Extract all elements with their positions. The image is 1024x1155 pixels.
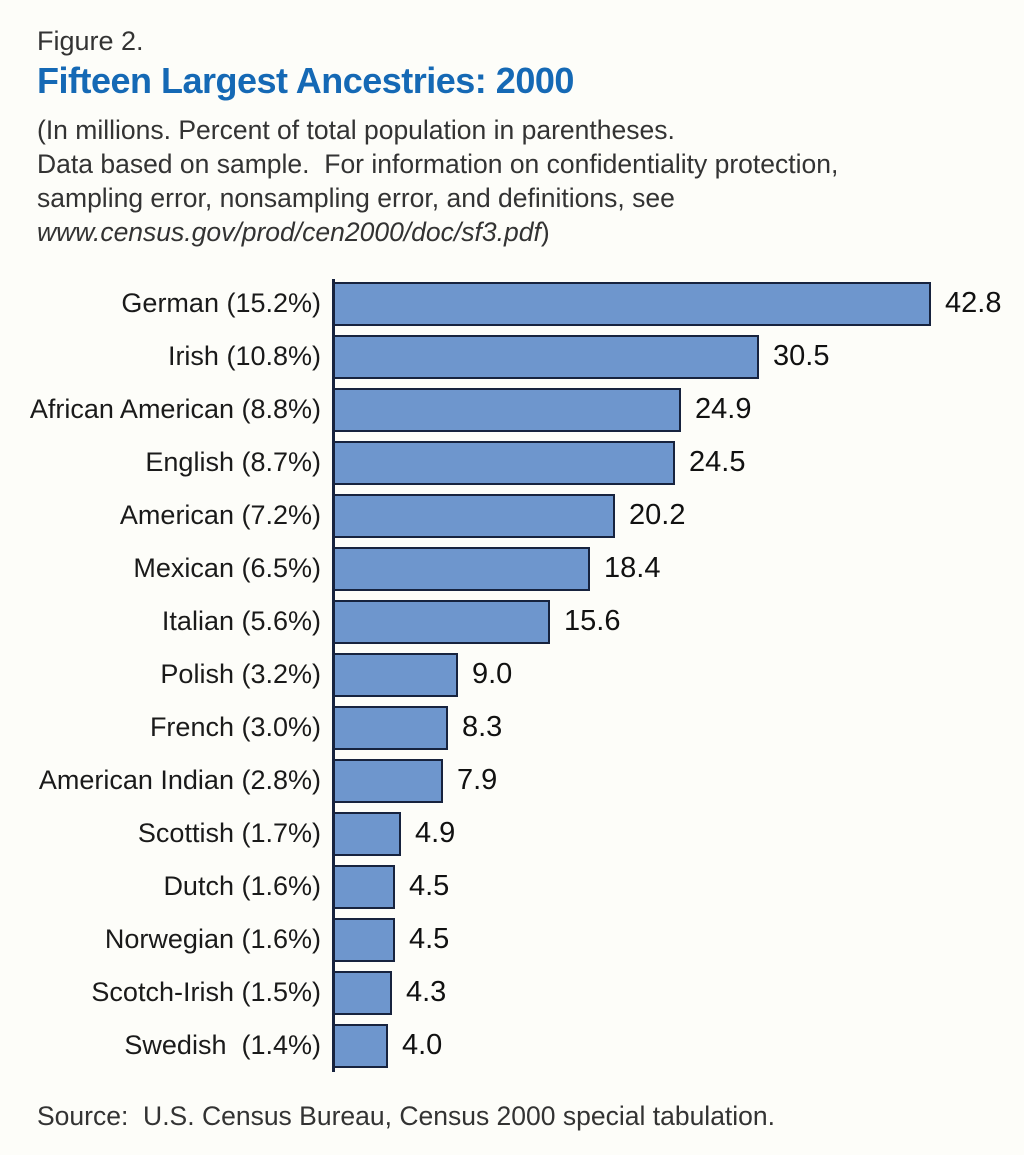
bar [332,705,448,750]
bar [332,970,392,1015]
bar-track: 4.9 [321,807,1014,860]
bar [332,811,401,856]
bar-track: 4.5 [321,913,1014,966]
bar-track: 9.0 [321,648,1014,701]
bar-track: 15.6 [321,595,1014,648]
bar [332,917,395,962]
bar-track: 30.5 [321,330,1014,383]
chart-row: Italian (5.6%) 15.6 [0,595,1014,648]
figure-number: Figure 2. [37,26,144,56]
category-label: African American (8.8%) [29,394,321,424]
bar-track: 4.3 [321,966,1014,1019]
chart-row: English (8.7%) 24.5 [0,436,1014,489]
bar [332,758,443,803]
category-label: Dutch (1.6%) [163,871,321,901]
bar [332,864,395,909]
category-label: Italian (5.6%) [161,606,321,636]
chart-row: Polish (3.2%) 9.0 [0,648,1014,701]
bar [332,387,681,432]
chart-row: German (15.2%) 42.8 [0,277,1014,330]
value-label: 4.0 [402,1029,443,1061]
value-label: 9.0 [472,658,513,690]
note-url: www.census.gov/prod/cen2000/doc/sf3.pdf [37,217,541,247]
bar-track: 8.3 [321,701,1014,754]
value-label: 4.9 [415,817,456,849]
chart-row: American (7.2%) 20.2 [0,489,1014,542]
category-label: Irish (10.8%) [167,341,321,371]
bar-track: 24.9 [321,383,1014,436]
bar-track: 4.5 [321,860,1014,913]
chart-row: Swedish (1.4%) 4.0 [0,1019,1014,1072]
bar-chart: German (15.2%) 42.8 Irish (10.8%) 30.5 A… [0,277,1014,1072]
chart-row: French (3.0%) 8.3 [0,701,1014,754]
category-label: Mexican (6.5%) [133,553,321,583]
category-label: Scotch-Irish (1.5%) [91,977,321,1007]
bar [332,440,675,485]
chart-row: Scottish (1.7%) 4.9 [0,807,1014,860]
figure-title: Fifteen Largest Ancestries: 2000 [37,60,574,101]
note-body: (In millions. Percent of total populatio… [37,115,839,213]
value-label: 4.5 [409,870,450,902]
value-label: 24.9 [695,393,752,425]
bar-track: 4.0 [321,1019,1014,1072]
value-label: 7.9 [457,764,498,796]
y-axis-line [332,279,335,1072]
value-label: 15.6 [564,605,621,637]
chart-row: African American (8.8%) 24.9 [0,383,1014,436]
note-url-suffix: ) [540,217,550,247]
chart-row: Norwegian (1.6%) 4.5 [0,913,1014,966]
category-label: Polish (3.2%) [160,659,321,689]
source-note: Source: U.S. Census Bureau, Census 2000 … [37,1101,776,1131]
value-label: 30.5 [773,340,830,372]
value-label: 24.5 [689,446,746,478]
category-label: English (8.7%) [145,447,321,477]
bar-track: 7.9 [321,754,1014,807]
value-label: 20.2 [629,499,686,531]
category-label: German (15.2%) [121,288,321,318]
category-label: American Indian (2.8%) [38,765,321,795]
value-label: 4.5 [409,923,450,955]
chart-row: Scotch-Irish (1.5%) 4.3 [0,966,1014,1019]
chart-row: Dutch (1.6%) 4.5 [0,860,1014,913]
bar [332,546,590,591]
category-label: French (3.0%) [149,712,321,742]
bar [332,493,615,538]
bar-track: 42.8 [321,277,1014,330]
category-label: Swedish (1.4%) [124,1030,321,1060]
category-label: American (7.2%) [119,500,321,530]
chart-row: Irish (10.8%) 30.5 [0,330,1014,383]
bar-chart-rows: German (15.2%) 42.8 Irish (10.8%) 30.5 A… [0,277,1014,1072]
bar [332,334,759,379]
category-label: Norwegian (1.6%) [104,924,321,954]
chart-row: American Indian (2.8%) 7.9 [0,754,1014,807]
bar [332,599,550,644]
value-label: 8.3 [462,711,503,743]
value-label: 42.8 [945,287,1002,319]
bar [332,652,458,697]
bar [332,281,931,326]
bar-track: 24.5 [321,436,1014,489]
value-label: 18.4 [604,552,661,584]
bar-track: 18.4 [321,542,1014,595]
chart-row: Mexican (6.5%) 18.4 [0,542,1014,595]
bar-track: 20.2 [321,489,1014,542]
value-label: 4.3 [406,976,447,1008]
figure-header: Figure 2. Fifteen Largest Ancestries: 20… [37,26,574,100]
bar [332,1023,388,1068]
figure-note: (In millions. Percent of total populatio… [37,113,838,249]
category-label: Scottish (1.7%) [137,818,321,848]
